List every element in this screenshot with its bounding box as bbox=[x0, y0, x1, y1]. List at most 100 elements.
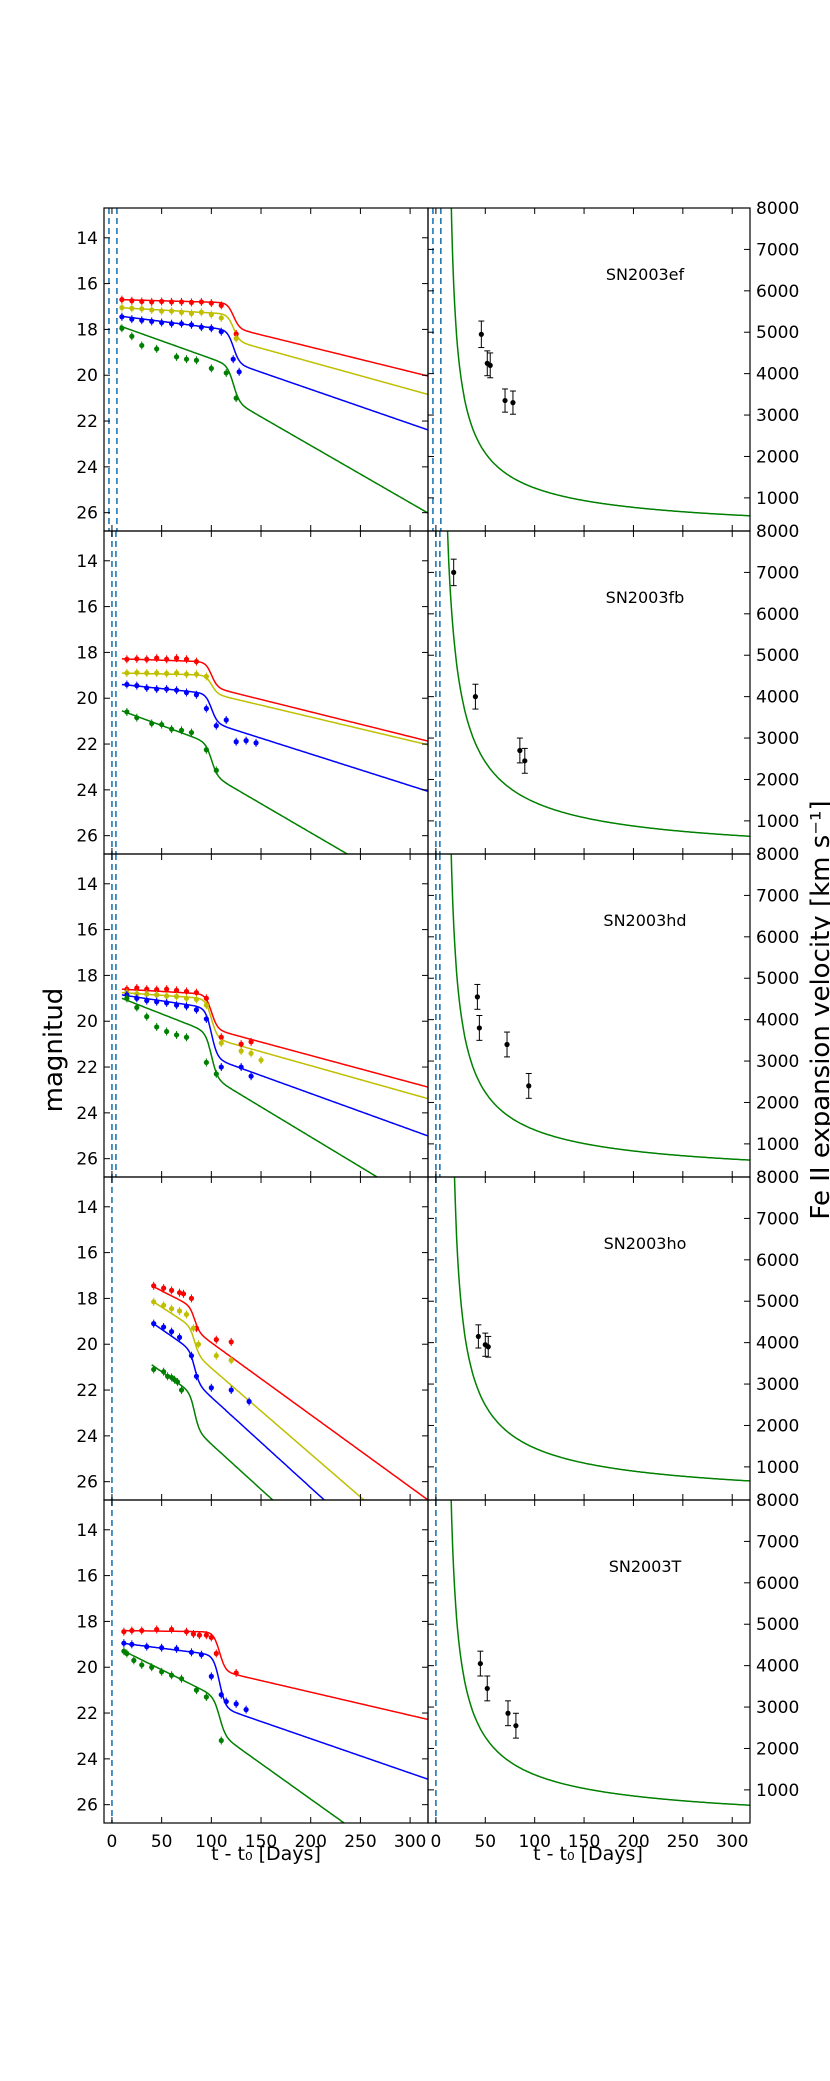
photometry-point-B bbox=[149, 720, 155, 727]
time-tick-label: 150 bbox=[568, 1832, 600, 1852]
lightcurve-model-V bbox=[121, 1642, 428, 1780]
mag-tick-label: 24 bbox=[76, 781, 98, 801]
lightcurve-model-I bbox=[119, 298, 428, 377]
photometry-point-R bbox=[198, 309, 204, 315]
mag-tick-label: 26 bbox=[76, 504, 98, 524]
velocity-tick-label: 3000 bbox=[756, 1052, 799, 1072]
photometry-point-V bbox=[134, 683, 140, 689]
lightcurve-frame bbox=[103, 530, 429, 855]
time-tick-label: 50 bbox=[151, 1832, 173, 1852]
photometry-point-B bbox=[134, 1004, 140, 1011]
photometry-point-V bbox=[121, 1640, 127, 1646]
photometry-point-R bbox=[124, 670, 130, 676]
photometry-point-B bbox=[159, 1669, 165, 1675]
panel-sn2003ho: 14 16 18 20 22 24 26 1000 2000 3000 4000 5000 6000 70… bbox=[76, 1168, 799, 1501]
photometry-point-I bbox=[233, 1670, 239, 1676]
mag-tick-label: 16 bbox=[76, 598, 98, 618]
lightcurve-frame bbox=[103, 1499, 429, 1824]
mag-tick-label: 16 bbox=[76, 275, 98, 295]
photometry-point-I bbox=[213, 1337, 219, 1343]
velocity-tick-label: 6000 bbox=[756, 1251, 799, 1271]
photometry-point-V bbox=[193, 1007, 200, 1013]
photometry-point-R bbox=[173, 670, 180, 676]
photometry-point-R bbox=[161, 1302, 167, 1308]
velocity-tick-label: 3000 bbox=[756, 1375, 799, 1395]
photometry-point-B bbox=[168, 726, 175, 732]
photometry-point-B bbox=[161, 1369, 167, 1375]
photometry-point-V bbox=[173, 687, 180, 693]
photometry-point-B bbox=[178, 727, 185, 733]
photometry-point-R bbox=[213, 1353, 219, 1359]
photometry-point-V bbox=[208, 1385, 214, 1391]
mag-tick-label: 20 bbox=[76, 366, 98, 386]
velocity-plot bbox=[435, 1500, 750, 1823]
velocity-plot bbox=[435, 854, 750, 1177]
velocity-frame bbox=[427, 853, 751, 1178]
time-tick-label: 300 bbox=[716, 1832, 748, 1852]
photometry-point-B bbox=[131, 1657, 137, 1663]
velocity-tick-label: 5000 bbox=[756, 646, 799, 666]
mag-tick-label: 16 bbox=[76, 1567, 98, 1587]
velocity-tick-label: 6000 bbox=[756, 282, 799, 302]
lightcurve-model-V bbox=[119, 315, 428, 431]
velocity-tick-label: 7000 bbox=[756, 886, 799, 906]
mag-tick-label: 14 bbox=[76, 1521, 98, 1541]
mag-tick-label: 26 bbox=[76, 1473, 98, 1493]
lightcurve-plot bbox=[111, 531, 428, 854]
time-tick-label: 200 bbox=[294, 1832, 326, 1852]
photometry-point-V bbox=[188, 1353, 195, 1359]
velocity-tick-label: 2000 bbox=[756, 1739, 799, 1759]
velocity-model-line bbox=[450, 208, 750, 517]
photometry-point-R bbox=[183, 671, 190, 677]
photometry-point-I bbox=[238, 1041, 244, 1047]
photometry-point-R bbox=[183, 995, 190, 1001]
velocity-tick-label: 8000 bbox=[756, 1168, 799, 1188]
photometry-point-V bbox=[154, 999, 160, 1005]
velocity-frame bbox=[427, 207, 751, 532]
mag-tick-label: 18 bbox=[76, 1289, 98, 1309]
velocity-tick-label: 4000 bbox=[756, 1011, 799, 1031]
photometry-point-I bbox=[173, 655, 180, 661]
photometry-point-B bbox=[183, 1034, 190, 1040]
mag-tick-label: 24 bbox=[76, 458, 98, 478]
mag-tick-label: 22 bbox=[76, 1704, 98, 1724]
photometry-point-R bbox=[218, 1040, 224, 1046]
photometry-point-I bbox=[176, 1290, 183, 1296]
photometry-point-I bbox=[134, 656, 140, 662]
photometry-point-B bbox=[173, 354, 180, 360]
velocity-tick-label: 2000 bbox=[756, 1093, 799, 1113]
velocity-point bbox=[475, 1333, 481, 1340]
velocity-point bbox=[526, 1083, 532, 1089]
photometry-point-B bbox=[203, 1694, 209, 1700]
photometry-point-V bbox=[188, 322, 195, 328]
mag-tick-label: 14 bbox=[76, 229, 98, 249]
photometry-point-R bbox=[149, 307, 155, 313]
photometry-point-I bbox=[154, 655, 160, 661]
photometry-point-I bbox=[139, 1627, 145, 1634]
velocity-tick-label: 7000 bbox=[756, 1532, 799, 1552]
mag-tick-label: 24 bbox=[76, 1427, 98, 1447]
photometry-point-V bbox=[154, 686, 160, 692]
lightcurve-model-I bbox=[121, 658, 428, 742]
velocity-point bbox=[451, 569, 457, 576]
photometry-point-B bbox=[139, 342, 145, 349]
photometry-point-V bbox=[144, 998, 150, 1004]
photometry-point-V bbox=[233, 1701, 239, 1707]
mag-tick-label: 26 bbox=[76, 1150, 98, 1170]
sn-name-label: SN2003ef bbox=[606, 265, 685, 284]
y-right-axis-title: Fe II expansion velocity [km s⁻¹] bbox=[806, 800, 830, 1219]
photometry-point-V bbox=[203, 1016, 209, 1022]
photometry-point-I bbox=[159, 298, 165, 305]
photometry-point-V bbox=[236, 369, 242, 375]
y-left-axis-title: magnitud bbox=[39, 988, 69, 1113]
photometry-point-I bbox=[208, 1634, 214, 1641]
photometry-point-I bbox=[139, 298, 145, 305]
photometry-point-B bbox=[173, 1032, 180, 1038]
photometry-point-V bbox=[198, 1652, 204, 1658]
photometry-point-I bbox=[173, 987, 180, 993]
mag-tick-label: 26 bbox=[76, 827, 98, 847]
photometry-point-I bbox=[183, 656, 190, 662]
photometry-point-R bbox=[134, 669, 140, 676]
photometry-point-V bbox=[129, 316, 135, 322]
velocity-tick-label: 6000 bbox=[756, 1574, 799, 1594]
